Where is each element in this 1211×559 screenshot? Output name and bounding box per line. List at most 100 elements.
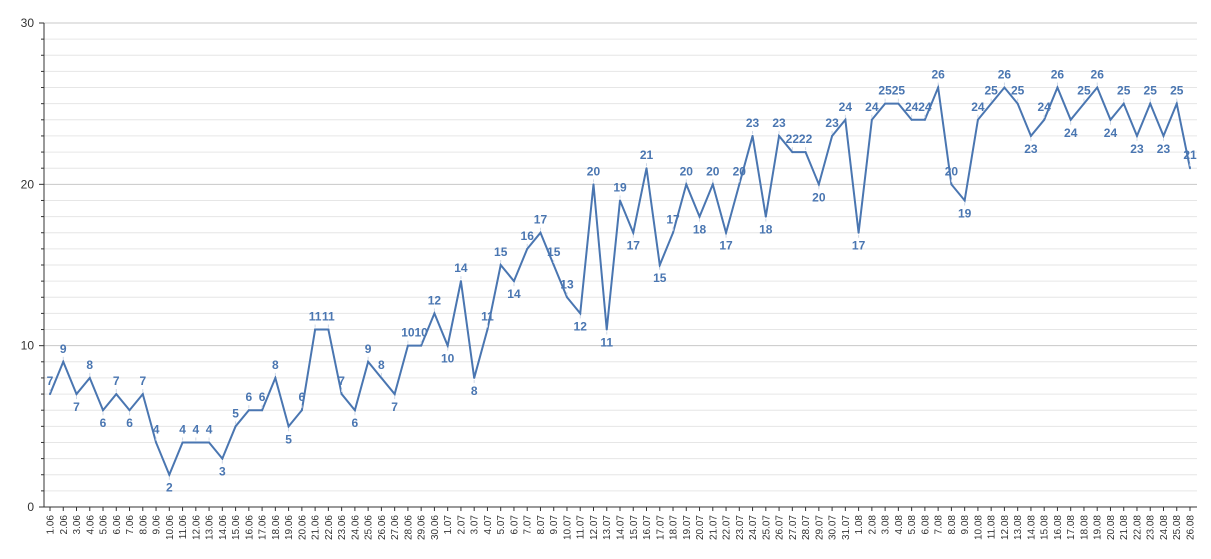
x-tick-label: 15.08 [1040, 515, 1051, 540]
data-label: 23 [1157, 142, 1171, 156]
x-tick-label: 25.08 [1172, 515, 1183, 540]
data-label: 25 [1170, 84, 1184, 98]
x-tick-label: 12.07 [589, 515, 600, 540]
x-tick-label: 24.08 [1159, 515, 1170, 540]
data-point [605, 328, 608, 331]
data-point [221, 457, 224, 460]
x-tick-label: 16.08 [1053, 515, 1064, 540]
data-label: 4 [179, 422, 186, 436]
data-point [1043, 118, 1046, 121]
data-label: 11 [322, 310, 335, 324]
data-point [1175, 102, 1178, 105]
data-point [353, 409, 356, 412]
x-tick-label: 9.08 [960, 515, 971, 535]
data-label: 18 [759, 223, 773, 237]
x-tick-label: 3.06 [72, 515, 83, 535]
data-point [247, 409, 250, 412]
x-tick-label: 24.06 [350, 515, 361, 540]
data-point [261, 409, 264, 412]
data-label: 10 [401, 326, 415, 340]
x-tick-label: 19.08 [1093, 515, 1104, 540]
data-point [1189, 167, 1191, 170]
x-tick-label: 6.06 [112, 515, 123, 535]
data-point [1162, 134, 1165, 137]
data-label: 7 [113, 374, 120, 388]
data-label: 6 [299, 390, 306, 404]
data-point [75, 393, 78, 396]
x-tick-label: 26.07 [775, 515, 786, 540]
x-tick-label: 19.07 [682, 515, 693, 540]
data-label: 26 [998, 68, 1012, 82]
x-tick-label: 6.07 [509, 515, 520, 535]
data-point [155, 441, 158, 444]
data-label: 23 [1024, 142, 1038, 156]
x-tick-label: 6.08 [920, 515, 931, 535]
data-point [1149, 102, 1152, 105]
data-label: 11 [309, 310, 322, 324]
x-tick-label: 10.06 [165, 515, 176, 540]
x-tick-label: 8.08 [947, 515, 958, 535]
data-label: 15 [494, 245, 508, 259]
x-tick-label: 30.07 [828, 515, 839, 540]
data-label: 26 [1051, 68, 1065, 82]
data-point [1122, 102, 1125, 105]
grid-lines [44, 22, 1197, 492]
x-tick-label: 20.07 [695, 515, 706, 540]
data-point [870, 118, 873, 121]
data-point [340, 393, 343, 396]
x-tick-label: 12.08 [1000, 515, 1011, 540]
data-label: 5 [232, 406, 239, 420]
y-axis: 0 10 20 30 [21, 16, 45, 514]
data-label: 22 [799, 132, 813, 146]
data-point [486, 328, 489, 331]
data-point [1082, 102, 1085, 105]
data-label: 14 [507, 287, 521, 301]
x-tick-label: 18.06 [271, 515, 282, 540]
x-tick-label: 13.08 [1013, 515, 1024, 540]
data-point [552, 264, 555, 266]
data-label: 6 [352, 416, 359, 430]
x-tick-label: 27.06 [390, 515, 401, 540]
x-tick-label: 1.08 [854, 515, 865, 535]
data-label: 24 [1038, 100, 1052, 114]
data-label: 20 [587, 164, 601, 178]
data-point [804, 151, 807, 154]
x-tick-label: 5.08 [907, 515, 918, 535]
x-tick-label: 29.06 [417, 515, 428, 540]
data-label: 24 [1104, 126, 1118, 140]
x-tick-label: 3.07 [470, 515, 481, 535]
data-label: 25 [878, 84, 892, 98]
data-point [791, 151, 794, 154]
data-point [327, 328, 330, 331]
x-tick-label: 13.06 [205, 515, 216, 540]
x-tick-label: 10.07 [562, 515, 573, 540]
data-label: 23 [825, 116, 839, 130]
data-point [910, 118, 913, 121]
data-point [194, 441, 197, 444]
x-tick-label: 21.06 [311, 515, 322, 540]
data-label: 12 [574, 319, 588, 333]
data-point [963, 199, 966, 202]
x-tick-label: 17.08 [1066, 515, 1077, 540]
x-tick-label: 4.06 [85, 515, 96, 535]
data-label: 8 [471, 384, 478, 398]
data-label: 15 [653, 271, 667, 285]
data-label: 7 [73, 400, 80, 414]
data-point [128, 409, 131, 412]
x-tick-label: 22.06 [324, 515, 335, 540]
data-label: 25 [892, 84, 906, 98]
x-tick-label: 13.07 [602, 515, 613, 540]
data-label: 6 [245, 390, 252, 404]
data-point [579, 312, 582, 315]
x-tick-label: 16.07 [642, 515, 653, 540]
x-tick-label: 21.08 [1119, 515, 1130, 540]
x-tick-label: 18.08 [1079, 515, 1090, 540]
data-label: 17 [627, 239, 641, 253]
data-label: 17 [666, 213, 680, 227]
data-label: 4 [206, 422, 213, 436]
x-axis: 1.06 2.06 3.06 4.06 5.06 6.06 7.06 8.06 9.06 10.0… [44, 506, 1197, 540]
data-point [645, 167, 648, 170]
y-tick-label: 20 [21, 177, 35, 191]
x-tick-label: 26.08 [1186, 515, 1197, 540]
